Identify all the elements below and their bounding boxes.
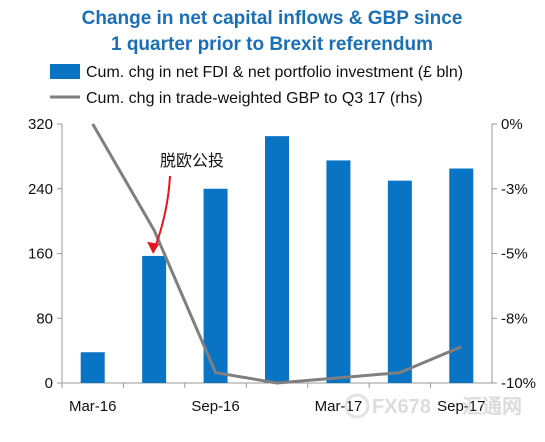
left-tick-label: 0 bbox=[45, 375, 53, 392]
watermark: FX678 汇通网 bbox=[344, 393, 522, 419]
right-axis-ticks: 0% -3% -5% -8% -10% bbox=[492, 116, 536, 392]
right-tick-label: 0% bbox=[501, 116, 523, 133]
plot-area bbox=[61, 123, 493, 385]
chart-subtitle: 1 quarter prior to Brexit referendum bbox=[111, 34, 433, 55]
bar-mar-16 bbox=[80, 352, 105, 383]
bar-dec-16 bbox=[265, 136, 289, 383]
annotation-arrow-shaft bbox=[153, 175, 171, 251]
annotation-label: 脱欧公投 bbox=[160, 152, 224, 170]
annotation-arrow bbox=[147, 175, 171, 254]
left-tick-label: 80 bbox=[36, 310, 53, 327]
bar-jun-17 bbox=[387, 180, 412, 383]
watermark-text: FX678 bbox=[372, 396, 431, 418]
annotation-arrow-head bbox=[147, 241, 160, 254]
watermark-text-2: 汇通网 bbox=[462, 395, 522, 418]
chart-title: Change in net capital inflows & GBP sinc… bbox=[82, 8, 463, 29]
left-tick-label: 240 bbox=[28, 181, 53, 198]
bar-mar-17 bbox=[326, 160, 351, 383]
legend-line-label: Cum. chg in trade-weighted GBP to Q3 17 … bbox=[86, 90, 423, 107]
left-tick-label: 160 bbox=[28, 246, 53, 263]
right-tick-label: -8% bbox=[501, 310, 528, 327]
x-tick-label: Sep-16 bbox=[191, 398, 239, 415]
bar-jun-16 bbox=[142, 255, 167, 383]
gbp-line bbox=[91, 123, 462, 385]
legend: Cum. chg in net FDI & net portfolio inve… bbox=[50, 64, 463, 107]
left-axis-ticks: 0 80 160 240 320 bbox=[28, 116, 62, 392]
x-axis-ticks: Mar-16 Sep-16 Mar-17 Sep-17 bbox=[61, 383, 485, 415]
legend-bar-label: Cum. chg in net FDI & net portfolio inve… bbox=[86, 64, 463, 81]
watermark-logo bbox=[344, 393, 370, 419]
right-tick-label: -3% bbox=[501, 181, 528, 198]
x-tick-label: Sep-17 bbox=[437, 398, 485, 415]
legend-bar-swatch bbox=[50, 64, 80, 79]
right-tick-label: -10% bbox=[501, 375, 536, 392]
x-tick-label: Mar-16 bbox=[69, 398, 117, 415]
right-tick-label: -5% bbox=[501, 246, 528, 263]
x-tick-label: Mar-17 bbox=[315, 398, 363, 415]
left-tick-label: 320 bbox=[28, 116, 53, 133]
